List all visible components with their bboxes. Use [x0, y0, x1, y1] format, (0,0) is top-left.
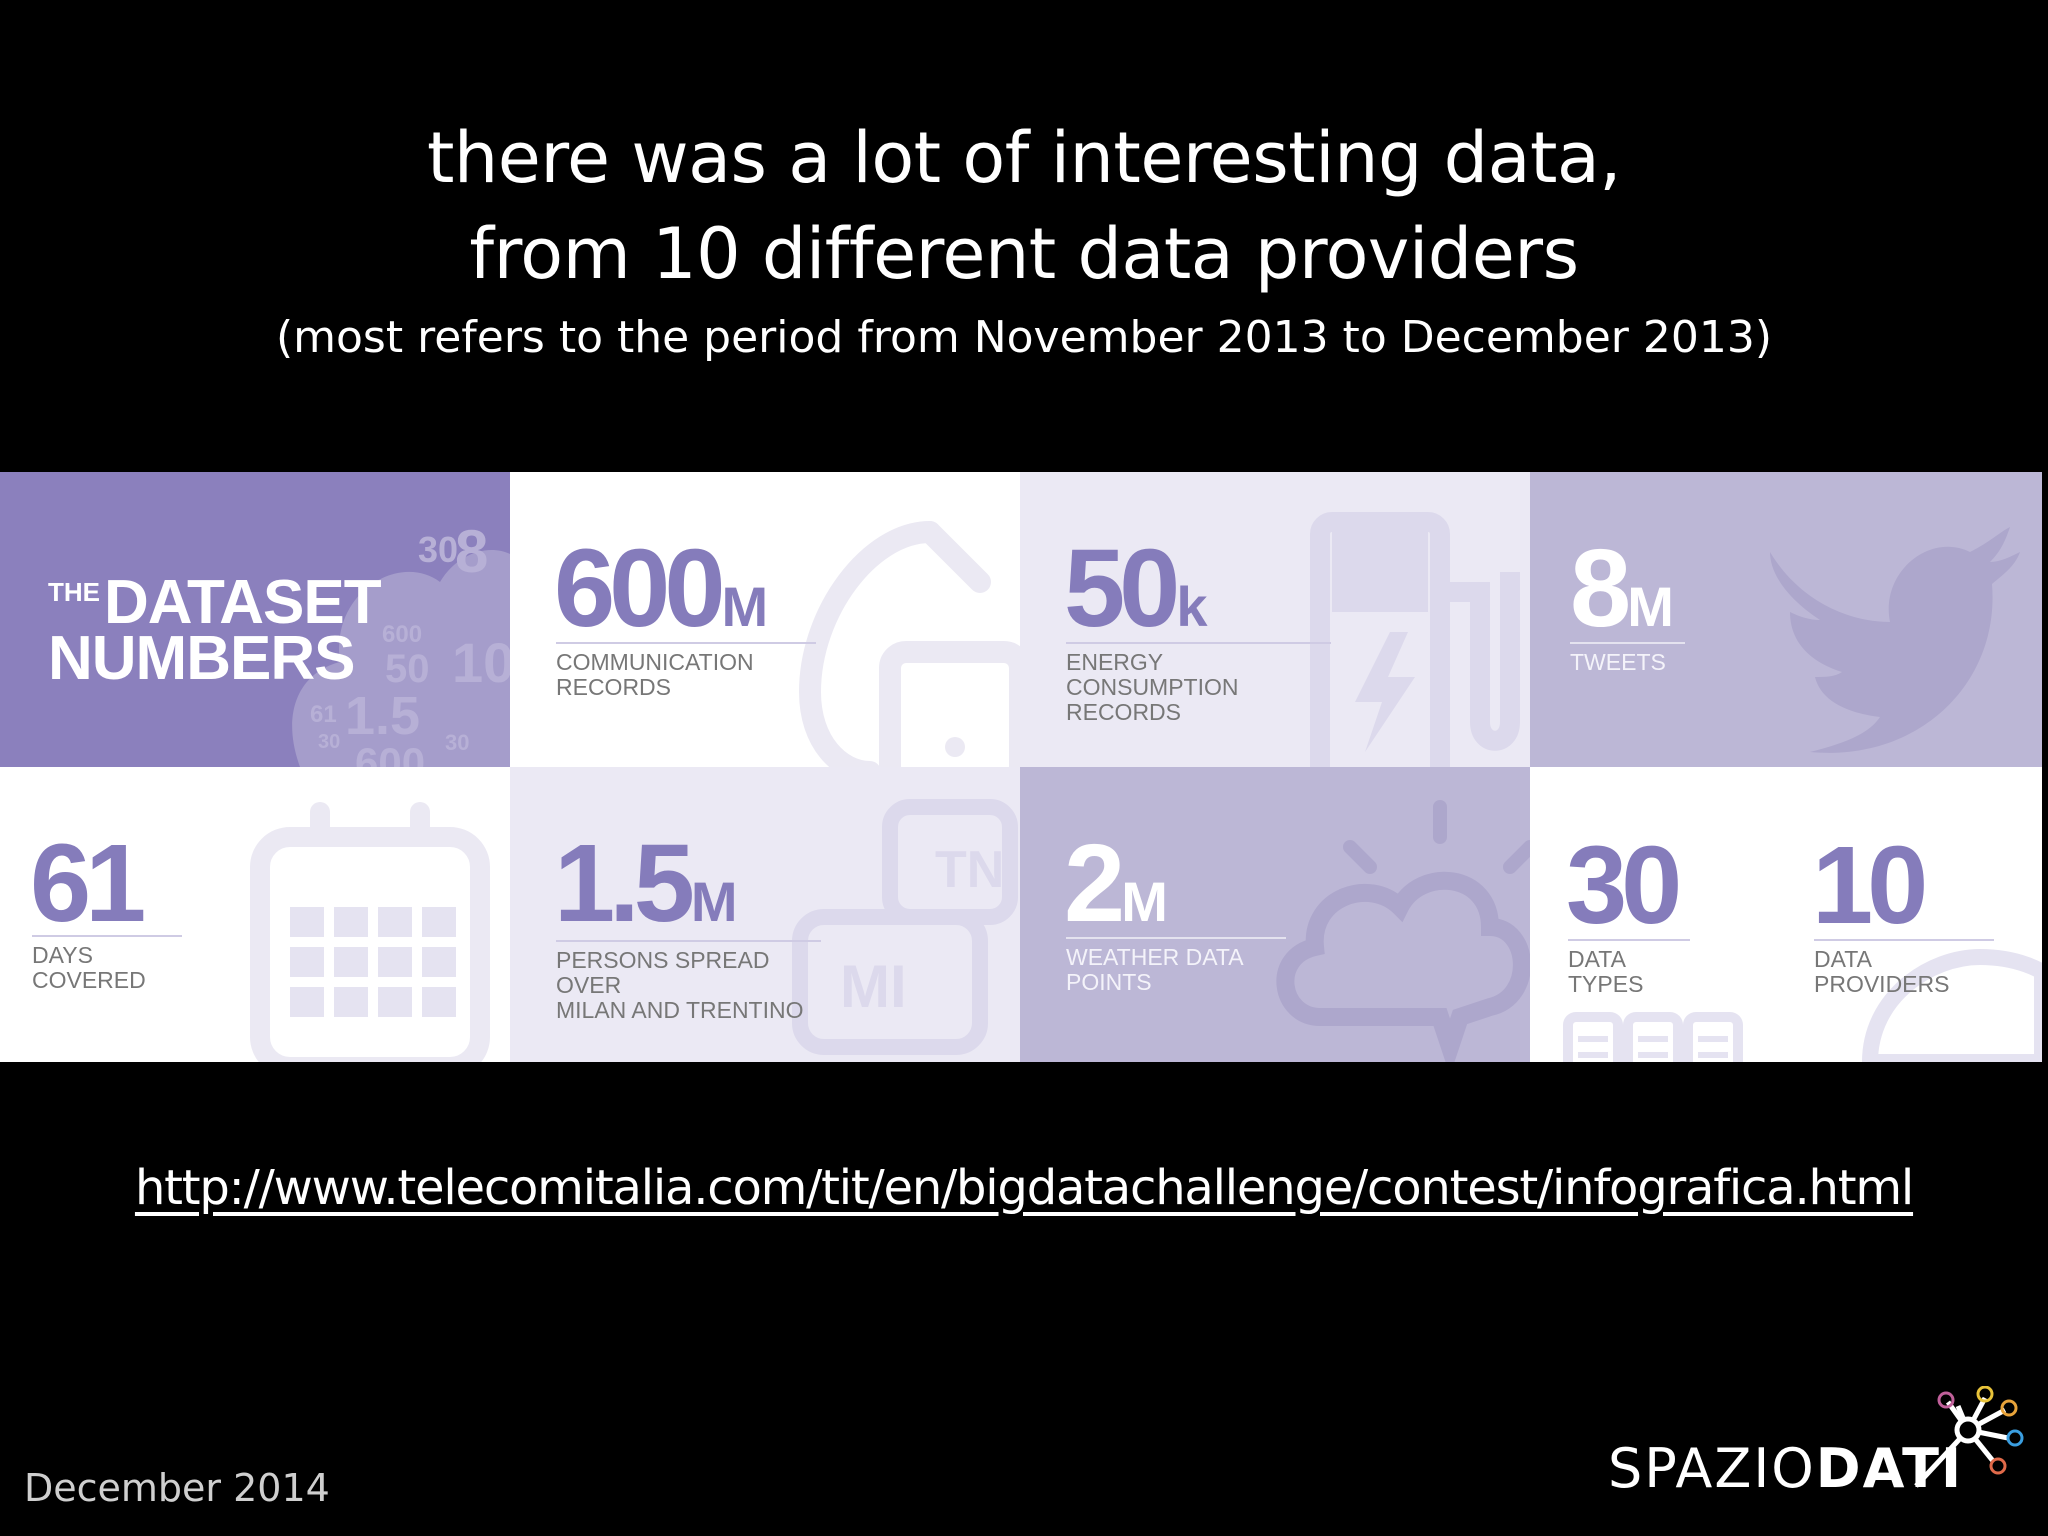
stat-label-energy: ENERGY CONSUMPTION RECORDS	[1066, 642, 1331, 725]
network-nodes-icon	[1914, 1386, 2024, 1488]
stat-label-data-providers: DATA PROVIDERS	[1814, 939, 1994, 997]
pie-chart-icon	[1861, 948, 2042, 1062]
cloud-number-50: 50	[385, 647, 430, 691]
cloud-number-30-b: 30	[318, 731, 340, 753]
stat-label-persons: PERSONS SPREAD OVER MILAN AND TRENTINO	[556, 940, 821, 1023]
cloud-number-600-small: 600	[382, 621, 422, 648]
spaziodati-logo: SPAZIODATI	[1608, 1386, 2028, 1516]
footer-date: December 2014	[24, 1466, 330, 1510]
cloud-number-30: 30	[418, 529, 458, 570]
stat-tile-persons: TN MI 1.5M PERSONS SPREAD OVER MILAN AND…	[510, 767, 1020, 1062]
number-cloud-icon: 30 8 600 50 10 61 1.5 30 30 600	[292, 518, 510, 767]
twitter-bird-icon	[1770, 527, 2020, 753]
stat-number: 61	[30, 822, 146, 945]
logo-node-4	[2006, 1429, 2024, 1447]
cloud-number-10: 10	[452, 631, 510, 694]
source-url-link[interactable]: http://www.telecomitalia.com/tit/en/bigd…	[134, 1160, 1914, 1216]
stat-unit: M	[1121, 870, 1168, 933]
logo-node-center	[1954, 1416, 1982, 1444]
slide-subtitle: (most refers to the period from November…	[275, 312, 1773, 363]
stat-value-data-types: 30	[1566, 831, 1682, 941]
stat-number: 2	[1064, 822, 1125, 945]
dataset-heading-line1: DATASET	[104, 568, 382, 637]
logo-node-2	[1976, 1386, 1994, 1403]
stat-tile-tweets: 8M TWEETS	[1530, 472, 2042, 767]
slide-title-line-2: from 10 different data providers	[469, 213, 1579, 295]
stat-value-persons: 1.5M	[554, 829, 738, 939]
cloud-number-8: 8	[455, 518, 488, 585]
stat-tile-weather: 2M WEATHER DATA POINTS	[1020, 767, 1530, 1062]
stat-label-weather: WEATHER DATA POINTS	[1066, 937, 1286, 995]
stat-label-data-types: DATA TYPES	[1568, 939, 1690, 997]
stat-tile-types-providers: 30 DATA TYPES 10 DATA PROVIDERS	[1530, 767, 2042, 1062]
logo-node-1	[1937, 1391, 1955, 1409]
cloud-number-600-large: 600	[355, 739, 425, 767]
dataset-numbers-heading: THEDATASET NUMBERS	[48, 572, 382, 693]
stat-number: 50	[1064, 527, 1180, 650]
stat-number: 8	[1570, 527, 1631, 650]
logo-node-3	[2000, 1399, 2018, 1417]
stat-unit: M	[1627, 575, 1674, 638]
stat-number: 1.5	[554, 822, 695, 945]
stat-tile-energy: 50k ENERGY CONSUMPTION RECORDS	[1020, 472, 1530, 767]
stat-value-weather: 2M	[1064, 829, 1168, 939]
stat-label-tweets: TWEETS	[1570, 642, 1685, 675]
speech-bubbles-icon: TN MI	[792, 799, 1018, 1055]
stat-number: 30	[1566, 824, 1682, 947]
logo-word-light: SPAZIO	[1608, 1437, 1816, 1500]
fuel-pump-icon	[1310, 512, 1520, 767]
cloud-number-1-5: 1.5	[345, 686, 420, 746]
dataset-infographic: 30 8 600 50 10 61 1.5 30 30 600 THEDATAS…	[0, 472, 2042, 1062]
dataset-heading-line2: NUMBERS	[48, 624, 355, 693]
weather-cloud-icon	[1276, 800, 1530, 1062]
stat-value-communication: 600M	[554, 534, 768, 644]
stat-unit: k	[1176, 575, 1208, 638]
dataset-header-tile: 30 8 600 50 10 61 1.5 30 30 600 THEDATAS…	[0, 472, 510, 767]
bubble-label-tn: TN	[935, 841, 1004, 899]
logo-node-5	[1989, 1457, 2007, 1475]
stat-label-days: DAYS COVERED	[32, 935, 182, 993]
logo-word-bold: DATI	[1815, 1437, 1964, 1500]
slide-title-block: there was a lot of interesting data, fro…	[0, 110, 2048, 370]
calendar-icon	[250, 802, 490, 1062]
stat-value-tweets: 8M	[1570, 534, 1674, 644]
cloud-number-61: 61	[310, 701, 337, 728]
stat-value-energy: 50k	[1064, 534, 1208, 644]
stat-unit: M	[721, 575, 769, 638]
stat-unit: M	[690, 870, 738, 933]
stat-label-communication: COMMUNICATION RECORDS	[556, 642, 816, 700]
slide-title-line-1: there was a lot of interesting data,	[426, 117, 1622, 199]
telephone-icon	[798, 521, 1020, 767]
bubble-label-mi: MI	[840, 953, 907, 1020]
stat-tile-communication: 600M COMMUNICATION RECORDS	[510, 472, 1020, 767]
cloud-number-30-c: 30	[445, 730, 469, 755]
stat-value-data-providers: 10	[1812, 831, 1928, 941]
dataset-heading-the: THE	[48, 577, 100, 607]
stat-number: 600	[554, 527, 726, 650]
data-types-icon	[1563, 948, 2042, 1062]
stat-value-days: 61	[30, 829, 146, 939]
stat-tile-days: 61 DAYS COVERED	[0, 767, 510, 1062]
logo-wordmark: SPAZIODATI	[1608, 1442, 1963, 1496]
stat-number: 10	[1812, 824, 1928, 947]
